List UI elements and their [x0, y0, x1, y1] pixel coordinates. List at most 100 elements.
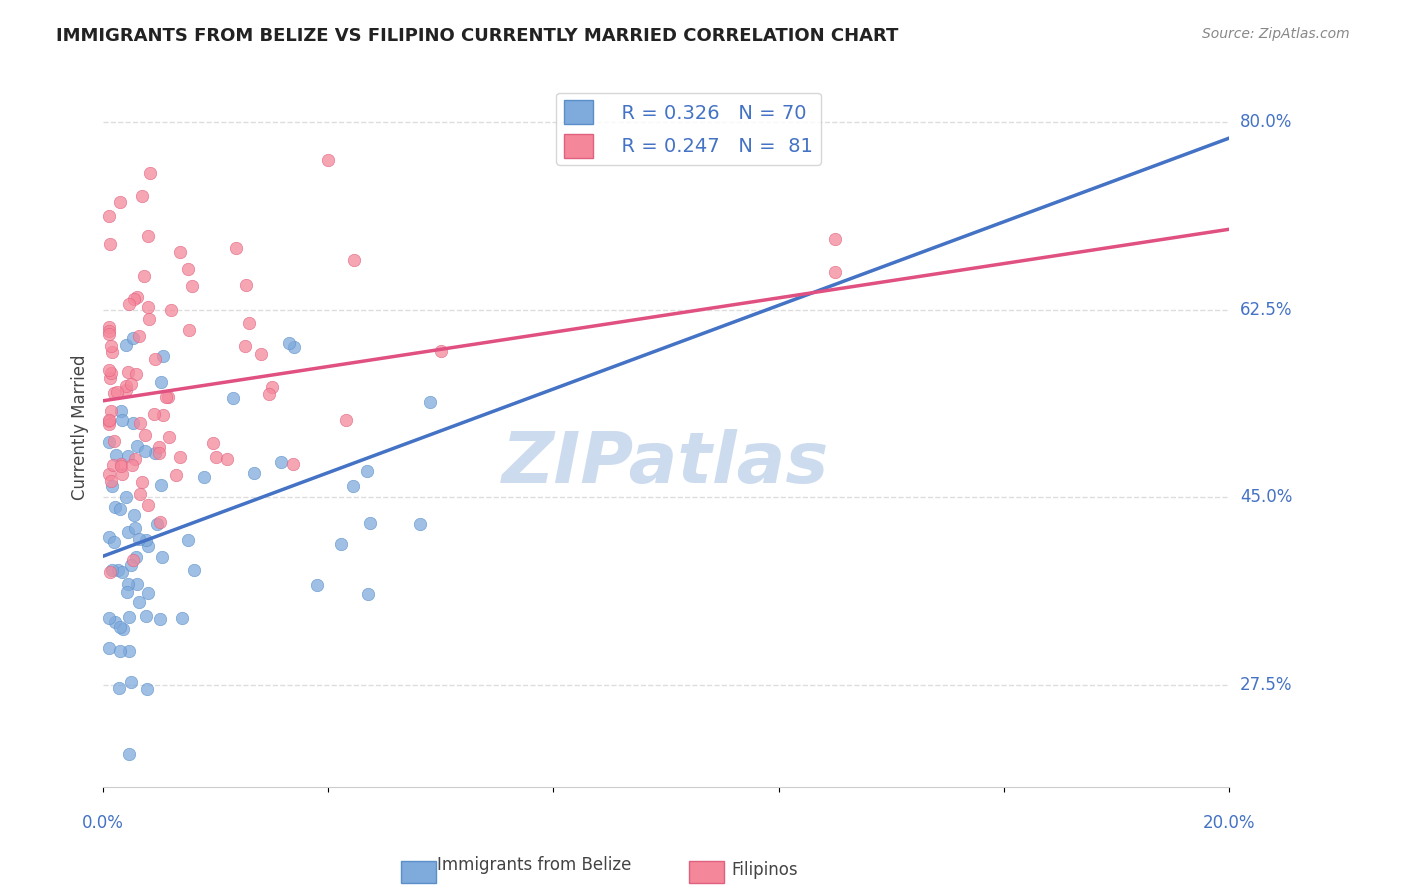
Point: [103, 535, 125, 549]
Point: [97, 362, 120, 376]
Point: [262, 380, 284, 394]
Point: [117, 585, 139, 599]
Point: [125, 290, 148, 304]
Point: [122, 292, 145, 306]
Point: [101, 564, 124, 578]
Point: [342, 479, 364, 493]
Point: [136, 498, 159, 512]
Point: [120, 558, 142, 573]
Point: [97, 327, 120, 342]
Point: [97, 417, 120, 432]
Point: [235, 278, 257, 293]
Point: [193, 469, 215, 483]
Point: [148, 446, 170, 460]
Point: [115, 491, 138, 505]
Point: [108, 502, 131, 516]
Point: [124, 521, 146, 535]
Point: [335, 413, 357, 427]
Point: [100, 404, 122, 418]
Point: [430, 344, 453, 359]
Point: [104, 500, 127, 515]
Point: [117, 524, 139, 539]
Point: [97, 324, 120, 338]
Point: [316, 153, 339, 167]
Point: [152, 408, 174, 422]
Point: [157, 430, 180, 444]
Point: [107, 681, 129, 695]
Text: 80.0%: 80.0%: [1240, 113, 1292, 131]
Point: [356, 464, 378, 478]
Point: [118, 297, 141, 311]
Point: [97, 530, 120, 544]
Text: Source: ZipAtlas.com: Source: ZipAtlas.com: [1202, 27, 1350, 41]
Point: [110, 458, 132, 472]
Text: Immigrants from Belize: Immigrants from Belize: [437, 856, 631, 874]
Point: [128, 532, 150, 546]
Point: [118, 747, 141, 761]
Point: [135, 533, 157, 547]
Point: [127, 577, 149, 591]
Point: [134, 444, 156, 458]
Point: [125, 549, 148, 564]
Point: [124, 452, 146, 467]
Point: [114, 337, 136, 351]
Point: [138, 311, 160, 326]
Point: [150, 549, 173, 564]
Point: [136, 682, 159, 697]
Text: IMMIGRANTS FROM BELIZE VS FILIPINO CURRENTLY MARRIED CORRELATION CHART: IMMIGRANTS FROM BELIZE VS FILIPINO CURRE…: [56, 27, 898, 45]
Point: [155, 390, 177, 404]
Point: [121, 458, 143, 473]
Text: 27.5%: 27.5%: [1240, 676, 1292, 694]
Point: [128, 416, 150, 430]
Point: [150, 375, 173, 389]
Point: [204, 450, 226, 464]
Point: [138, 539, 160, 553]
Point: [149, 478, 172, 492]
Text: 20.0%: 20.0%: [1202, 814, 1256, 832]
Point: [132, 268, 155, 283]
Point: [105, 448, 128, 462]
Point: [111, 467, 134, 481]
Point: [201, 435, 224, 450]
Point: [177, 323, 200, 337]
Text: 45.0%: 45.0%: [1240, 488, 1292, 507]
Point: [277, 336, 299, 351]
Point: [824, 232, 846, 246]
Point: [101, 345, 124, 359]
Point: [112, 623, 135, 637]
Point: [100, 366, 122, 380]
Point: [100, 474, 122, 488]
Point: [110, 644, 132, 658]
Point: [101, 479, 124, 493]
Point: [98, 467, 121, 481]
Point: [149, 515, 172, 529]
Point: [127, 439, 149, 453]
Point: [238, 316, 260, 330]
Point: [111, 413, 134, 427]
Point: [159, 302, 181, 317]
Point: [105, 384, 128, 399]
Point: [142, 407, 165, 421]
Point: [359, 516, 381, 530]
Point: [100, 339, 122, 353]
Point: [257, 387, 280, 401]
Point: [114, 379, 136, 393]
Point: [110, 403, 132, 417]
Point: [136, 586, 159, 600]
Point: [165, 467, 187, 482]
Point: [120, 376, 142, 391]
Point: [104, 615, 127, 629]
Point: [250, 347, 273, 361]
Point: [97, 641, 120, 656]
Point: [98, 237, 121, 252]
Point: [97, 611, 120, 625]
Point: [131, 188, 153, 202]
Point: [357, 587, 380, 601]
Text: 0.0%: 0.0%: [82, 814, 124, 832]
Point: [136, 228, 159, 243]
Point: [131, 475, 153, 490]
Point: [419, 395, 441, 409]
Point: [110, 195, 132, 210]
Point: [134, 428, 156, 442]
Point: [242, 467, 264, 481]
